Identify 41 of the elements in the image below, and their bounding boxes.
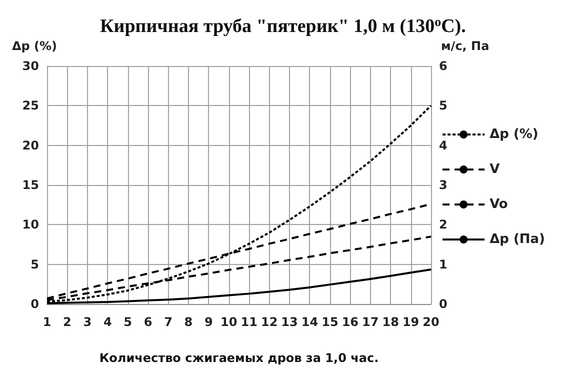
x-tick-label: 10 — [220, 315, 238, 329]
legend-label: Δp (%) — [490, 127, 538, 142]
y2-tick-label: 4 — [439, 138, 448, 152]
y-tick-label: 15 — [22, 178, 39, 192]
x-tick-label: 15 — [322, 315, 338, 329]
y-tick-label: 10 — [22, 218, 39, 232]
y2-axis-title: м/с, Па — [441, 39, 490, 53]
x-axis-title: Количество сжигаемых дров за 1,0 час. — [99, 351, 379, 365]
x-tick-label: 2 — [63, 315, 72, 329]
y-axis-title: Δp (%) — [12, 39, 57, 53]
y-tick-label: 5 — [30, 257, 39, 272]
x-tick-label: 12 — [260, 315, 278, 329]
x-tick-label: 19 — [402, 315, 420, 329]
x-tick-label: 20 — [422, 315, 440, 329]
y-tick-label: 25 — [22, 98, 39, 113]
x-tick-label: 5 — [124, 315, 132, 329]
x-tick-label: 11 — [240, 315, 258, 329]
y2-tick-label: 1 — [439, 257, 448, 272]
y-tick-label: 30 — [22, 59, 39, 73]
y2-tick-label: 6 — [439, 59, 448, 73]
y2-tick-label: 3 — [439, 178, 448, 192]
x-tick-label: 8 — [184, 315, 193, 329]
x-tick-label: 18 — [382, 315, 399, 329]
x-tick-label: 17 — [362, 315, 379, 329]
x-tick-label: 7 — [164, 315, 172, 329]
x-tick-label: 16 — [342, 315, 359, 329]
legend-label: Vo — [490, 197, 508, 212]
x-tick-label: 3 — [83, 315, 92, 329]
legend-label: V — [490, 162, 500, 177]
y2-tick-label: 0 — [439, 297, 448, 311]
y2-tick-label: 2 — [439, 218, 448, 232]
y-tick-label: 0 — [30, 297, 39, 311]
x-tick-label: 13 — [281, 315, 298, 329]
x-tick-label: 1 — [42, 315, 52, 329]
x-tick-label: 6 — [144, 315, 152, 329]
x-tick-label: 14 — [301, 315, 318, 329]
x-tick-label: 4 — [103, 315, 112, 329]
y-tick-label: 20 — [22, 138, 39, 152]
legend-label: Δp (Па) — [490, 232, 546, 247]
y2-tick-label: 5 — [439, 98, 448, 113]
x-tick-label: 9 — [204, 315, 213, 329]
